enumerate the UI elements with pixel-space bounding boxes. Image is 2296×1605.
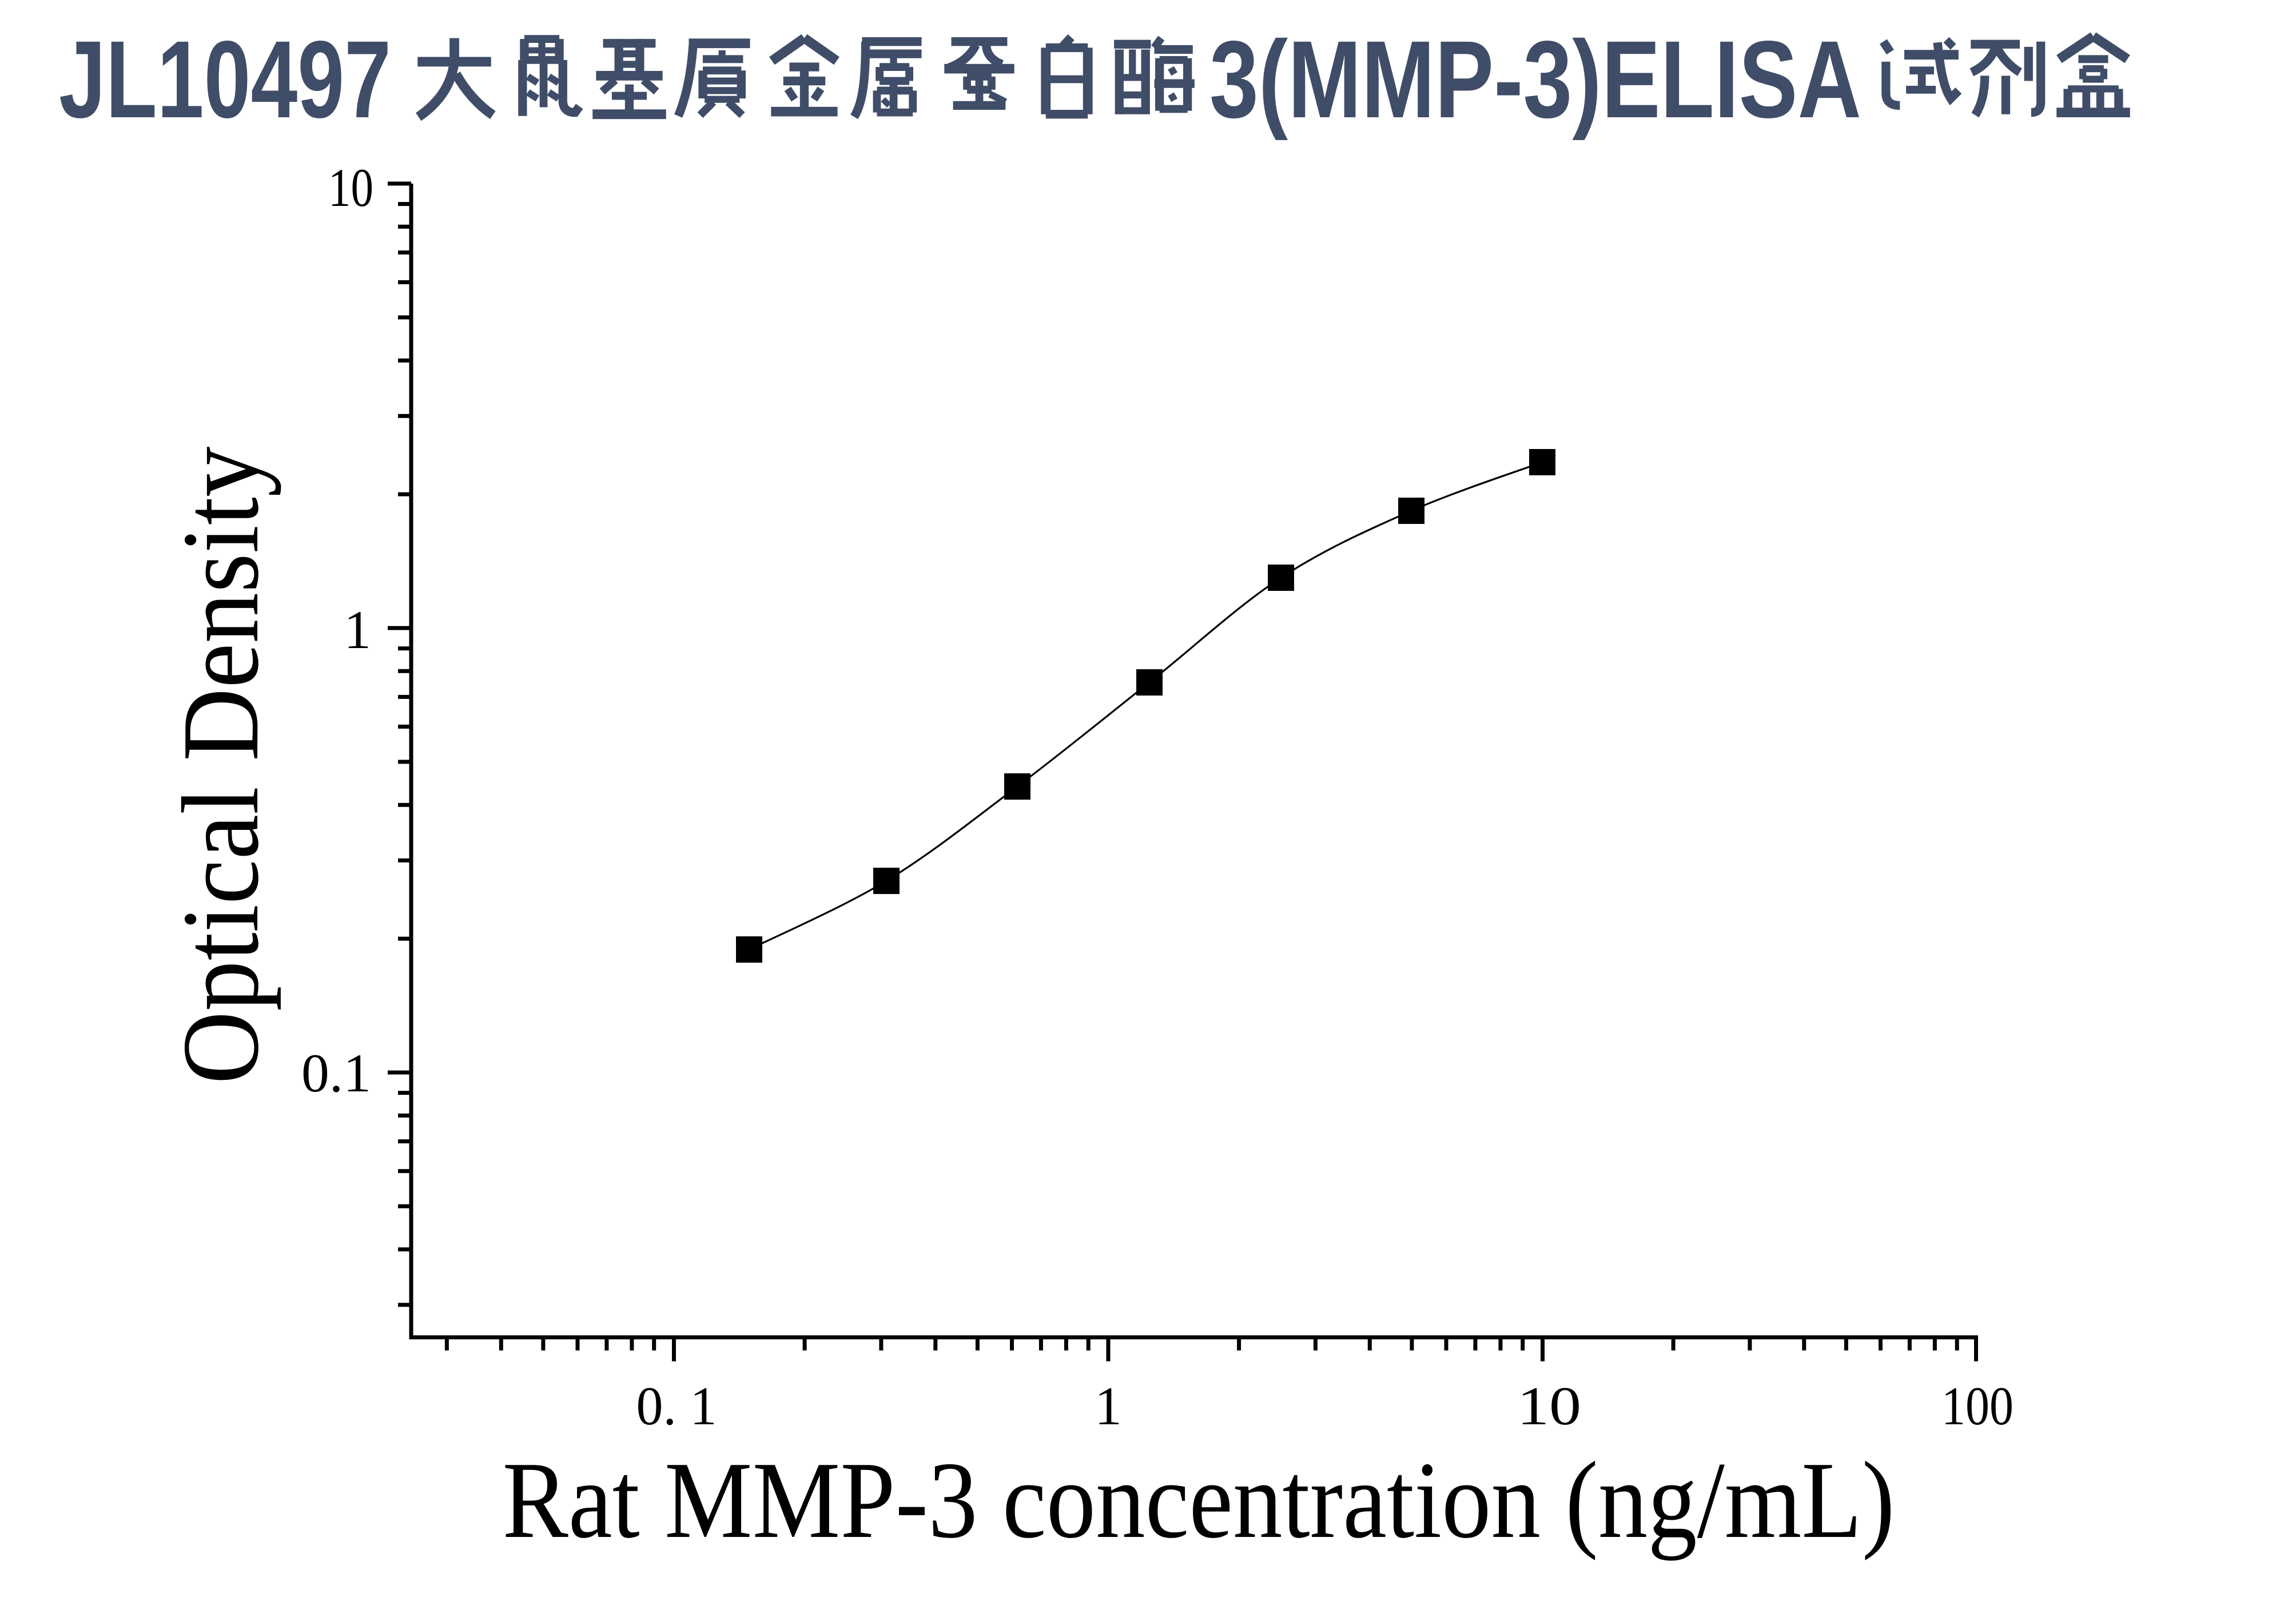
svg-text:100: 100 (1941, 1376, 2014, 1436)
svg-text:JL10497: JL10497 (59, 18, 391, 141)
svg-text:Rat MMP-3 concentration (ng/mL: Rat MMP-3 concentration (ng/mL) (503, 1439, 1895, 1561)
svg-text:0. 1: 0. 1 (636, 1376, 717, 1436)
svg-text:0.1: 0.1 (301, 1043, 371, 1103)
svg-text:1: 1 (344, 599, 372, 660)
svg-text:10: 10 (1517, 1376, 1581, 1436)
svg-text:Optical Density: Optical Density (160, 447, 281, 1084)
svg-text:10: 10 (328, 157, 373, 218)
svg-text:3(MMP-3)ELISA: 3(MMP-3)ELISA (1209, 18, 1861, 141)
svg-text:1: 1 (1095, 1376, 1122, 1436)
